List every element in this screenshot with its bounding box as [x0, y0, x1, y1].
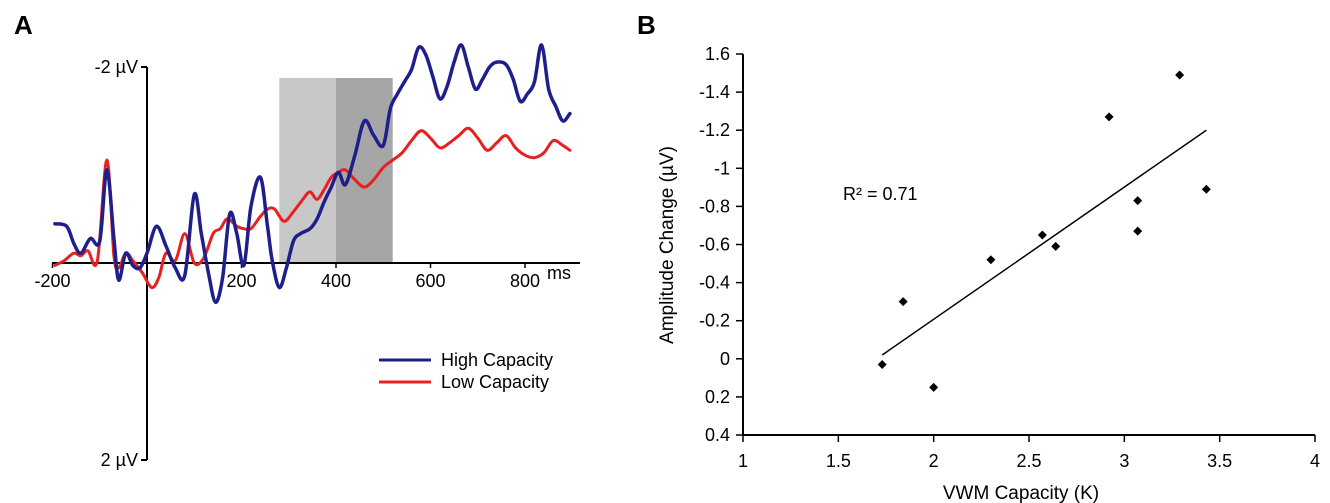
panel-a-x-tick-label: 800	[510, 271, 540, 291]
panel-b-y-tick-label: 0.4	[705, 425, 730, 445]
panel-a: A -2 µV 2 µV -200 200 400 600 800 ms High Ca…	[14, 10, 580, 470]
panel-b-y-tick-label: -1.4	[699, 82, 730, 102]
panel-a-x-unit: ms	[547, 263, 571, 283]
panel-b: B 1.6 -1.4 -1.2 -1 -0.8 -0.6 -0.4 -0.2 0 0.2 0.4 1…	[637, 10, 1320, 503]
panel-b-y-ticks: 1.6 -1.4 -1.2 -1 -0.8 -0.6 -0.4 -0.2 0 0.2 0.4	[699, 44, 743, 445]
panel-b-x-tick-label: 2	[929, 451, 939, 471]
panel-b-y-tick-label: -1	[714, 158, 730, 178]
panel-a-x-tick-label: 600	[415, 271, 445, 291]
scatter-point	[1104, 112, 1114, 122]
panel-b-x-tick-label: 3	[1119, 451, 1129, 471]
panel-b-y-tick-label: -0.6	[699, 235, 730, 255]
scatter-point	[1201, 184, 1211, 194]
panel-b-x-tick-label: 1	[738, 451, 748, 471]
panel-a-y-top-label: -2 µV	[95, 57, 138, 77]
panel-a-x-ticks: -200 200 400 600 800	[34, 263, 540, 291]
legend-label: Low Capacity	[441, 372, 549, 392]
panel-b-y-tick-label: -0.2	[699, 311, 730, 331]
panel-b-x-tick-label: 4	[1310, 451, 1320, 471]
panel-a-series	[53, 43, 572, 304]
panel-a-letter: A	[14, 10, 33, 40]
scatter-point	[1133, 196, 1143, 206]
scatter-point	[929, 382, 939, 392]
scatter-point	[1175, 70, 1185, 80]
r-squared-annotation: R² = 0.71	[843, 184, 918, 204]
panel-a-x-tick-label: -200	[34, 271, 70, 291]
shaded-windows	[279, 78, 393, 263]
scatter-point	[1051, 241, 1061, 251]
panel-b-x-tick-label: 2.5	[1016, 451, 1041, 471]
panel-b-x-ticks: 1 1.5 2 2.5 3 3.5 4	[738, 435, 1320, 471]
panel-b-x-tick-label: 1.5	[826, 451, 851, 471]
trendline-segment	[881, 129, 1207, 356]
panel-a-y-bottom-label: 2 µV	[101, 450, 138, 470]
scatter-point	[986, 255, 996, 265]
panel-b-y-tick-label: 0.2	[705, 387, 730, 407]
scatter-point	[1133, 226, 1143, 236]
panel-a-x-tick-label: 400	[321, 271, 351, 291]
panel-b-y-tick-label: 1.6	[705, 44, 730, 64]
trendline	[881, 129, 1207, 356]
panel-b-y-title: Amplitude Change (µV)	[657, 146, 678, 344]
scatter-point	[898, 297, 908, 307]
panel-b-letter: B	[637, 10, 656, 40]
series-line-high-capacity	[53, 43, 572, 304]
shaded-window-1	[279, 78, 336, 263]
legend-label: High Capacity	[441, 350, 553, 370]
panel-b-y-tick-label: -1.2	[699, 120, 730, 140]
panel-b-x-title: VWM Capacity (K)	[943, 483, 1099, 503]
panel-b-x-tick-label: 3.5	[1207, 451, 1232, 471]
panel-b-y-tick-label: 0	[720, 349, 730, 369]
scatter-point	[877, 360, 887, 370]
scatter-points	[877, 70, 1211, 392]
panel-b-y-tick-label: -0.8	[699, 196, 730, 216]
panel-a-x-tick-label: 200	[226, 271, 256, 291]
panel-b-y-tick-label: -0.4	[699, 273, 730, 293]
scatter-point	[1037, 230, 1047, 240]
